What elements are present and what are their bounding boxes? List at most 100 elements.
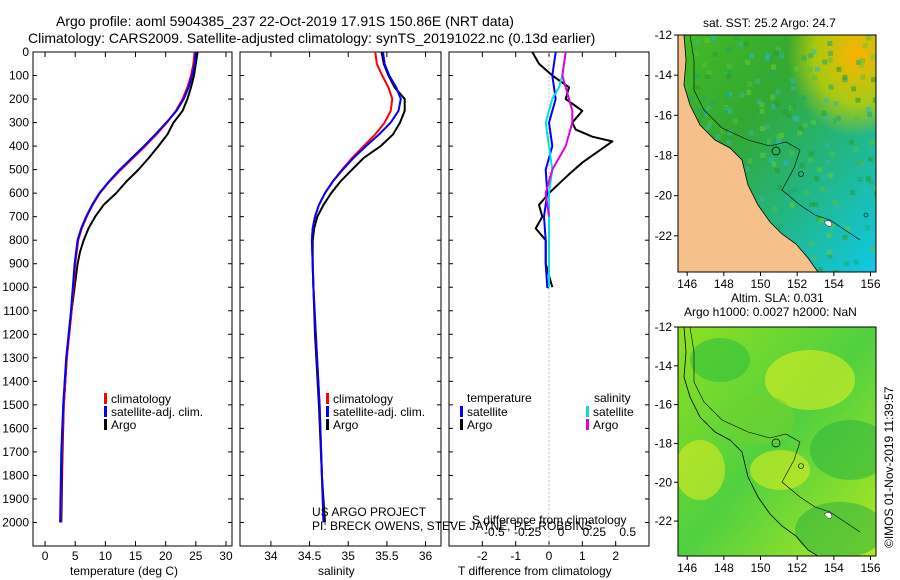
salinity-legend: climatology satellite-adj. clim. Argo bbox=[326, 392, 425, 432]
x-tick-label: 0 bbox=[546, 549, 553, 563]
sla-shelf-contour bbox=[689, 327, 861, 533]
sst-map-frame bbox=[677, 34, 877, 273]
series-argo-temperature bbox=[531, 51, 614, 288]
legend-argo: Argo bbox=[333, 418, 359, 432]
series-climatology bbox=[310, 51, 394, 523]
map-y-tick-label: -18 bbox=[655, 436, 673, 450]
x-tick-label: 25 bbox=[189, 549, 203, 563]
salinity-axes bbox=[239, 51, 442, 547]
sla-map-subtitle: Argo h1000: 0.0027 h2000: NaN bbox=[684, 305, 857, 319]
y-tick-label: 1900 bbox=[2, 492, 29, 506]
sst-coast-line bbox=[683, 35, 819, 272]
map-x-tick-label: 156 bbox=[860, 561, 880, 575]
y-tick-label: 1700 bbox=[2, 445, 29, 459]
series-satellite-adj-clim- bbox=[310, 51, 402, 523]
y-tick-label: 200 bbox=[9, 92, 29, 106]
y-tick-label: 1500 bbox=[2, 398, 29, 412]
legend-satellite: satellite-adj. clim. bbox=[333, 405, 425, 419]
temperature-axes bbox=[32, 51, 233, 547]
legend-climatology: climatology bbox=[333, 392, 393, 406]
map-y-tick-label: -12 bbox=[655, 28, 673, 42]
y-tick-label: 100 bbox=[9, 69, 29, 83]
y-tick-label: 1000 bbox=[2, 280, 29, 294]
salinity-xlabel: salinity bbox=[318, 564, 355, 578]
imos-watermark: ©IMOS 01-Nov-2019 11:39:57 bbox=[882, 386, 896, 548]
x-tick-label: 35.5 bbox=[375, 549, 399, 563]
secondary-x-tick-label: 0.5 bbox=[619, 525, 636, 539]
legend-temperature: temperature bbox=[467, 391, 532, 405]
map-y-tick-label: -16 bbox=[655, 398, 673, 412]
sla-map-panel: Altim. SLA: 0.031 Argo h1000: 0.0027 h20… bbox=[655, 291, 881, 575]
x-tick-label: 35 bbox=[342, 549, 356, 563]
series-satellite-salinity bbox=[544, 51, 567, 288]
series-argo bbox=[60, 51, 199, 523]
x-tick-label: 36 bbox=[419, 549, 433, 563]
map-y-tick-label: -14 bbox=[655, 359, 673, 373]
map-y-tick-label: -12 bbox=[655, 320, 673, 334]
s-difference-label: S difference from climatology bbox=[472, 513, 627, 527]
temperature-xlabel: temperature (deg C) bbox=[70, 564, 178, 578]
y-tick-label: 0 bbox=[22, 45, 29, 59]
map-x-tick-label: 150 bbox=[750, 277, 770, 291]
legend-satellite-t: satellite bbox=[467, 405, 508, 419]
sla-coast-line bbox=[683, 327, 819, 556]
y-tick-label: 800 bbox=[9, 233, 29, 247]
secondary-x-tick-label: 0.25 bbox=[583, 525, 607, 539]
map-y-tick-label: -22 bbox=[655, 229, 673, 243]
x-tick-label: 34 bbox=[264, 549, 278, 563]
sst-land bbox=[678, 35, 818, 272]
sla-map-title: Altim. SLA: 0.031 bbox=[731, 291, 824, 305]
map-x-tick-label: 148 bbox=[714, 561, 734, 575]
map-x-tick-label: 154 bbox=[824, 277, 844, 291]
map-x-tick-label: 152 bbox=[787, 277, 807, 291]
salinity-lines bbox=[310, 51, 406, 523]
x-tick-label: 5 bbox=[72, 549, 79, 563]
map-y-tick-label: -20 bbox=[655, 189, 673, 203]
legend-argo-t: Argo bbox=[467, 418, 493, 432]
map-x-tick-label: 156 bbox=[860, 277, 880, 291]
difference-lines bbox=[531, 51, 614, 289]
difference-legend: temperature satellite Argo salinity sate… bbox=[460, 391, 634, 432]
y-tick-label: 300 bbox=[9, 116, 29, 130]
sla-blobs bbox=[678, 338, 876, 556]
x-tick-label: 10 bbox=[99, 549, 113, 563]
legend-argo: Argo bbox=[111, 418, 137, 432]
map-y-tick-label: -22 bbox=[655, 514, 673, 528]
map-x-tick-label: 146 bbox=[677, 277, 697, 291]
credit-line-2: PI: BRECK OWENS, STEVE JAYNE, P.E. ROBBI… bbox=[312, 519, 592, 533]
x-tick-label: 2 bbox=[612, 549, 619, 563]
difference-ticks: -2 -1 0 1 2-0.5 -0.25 0 0.25 0.5 bbox=[449, 51, 649, 563]
map-y-tick-label: -20 bbox=[655, 475, 673, 489]
x-tick-label: 30 bbox=[219, 549, 233, 563]
y-tick-label: 400 bbox=[9, 139, 29, 153]
y-tick-label: 1600 bbox=[2, 421, 29, 435]
y-tick-label: 1100 bbox=[3, 304, 29, 318]
legend-climatology: climatology bbox=[111, 392, 171, 406]
temperature-lines bbox=[59, 51, 199, 523]
series-satellite-adj-clim- bbox=[59, 51, 197, 523]
map-y-tick-label: -16 bbox=[655, 108, 673, 122]
credit-line-1: US ARGO PROJECT bbox=[312, 505, 427, 519]
secondary-x-tick-label: -0.5 bbox=[484, 525, 505, 539]
secondary-x-tick-label: -0.25 bbox=[514, 525, 542, 539]
x-tick-label: -1 bbox=[510, 549, 521, 563]
y-tick-label: 1400 bbox=[2, 374, 29, 388]
x-tick-label: 15 bbox=[129, 549, 143, 563]
sst-shelf-contour bbox=[689, 35, 861, 241]
y-tick-label: 700 bbox=[9, 210, 29, 224]
x-tick-label: -2 bbox=[477, 549, 488, 563]
map-x-tick-label: 146 bbox=[677, 561, 697, 575]
map-x-tick-label: 148 bbox=[714, 277, 734, 291]
temperature-panel: 0100200300400500600700800900100011001200… bbox=[2, 45, 233, 578]
sst-map-ticks: 146 148 150 152 154 156 -12 -14 -16 -18 -20 -22 bbox=[655, 28, 881, 291]
t-difference-label: T difference from climatology bbox=[458, 564, 612, 578]
map-x-tick-label: 154 bbox=[824, 561, 844, 575]
temperature-legend: climatology satellite-adj. clim. Argo bbox=[104, 392, 203, 432]
x-tick-label: 34.5 bbox=[298, 549, 322, 563]
title-line-2: Climatology: CARS2009. Satellite-adjuste… bbox=[28, 30, 595, 46]
temperature-ticks: 0100200300400500600700800900100011001200… bbox=[2, 45, 233, 563]
difference-panel: -2 -1 0 1 2-0.5 -0.25 0 0.25 0.5 S difference fr… bbox=[448, 51, 650, 578]
series-argo-salinity bbox=[544, 51, 574, 217]
y-tick-label: 900 bbox=[9, 257, 29, 271]
